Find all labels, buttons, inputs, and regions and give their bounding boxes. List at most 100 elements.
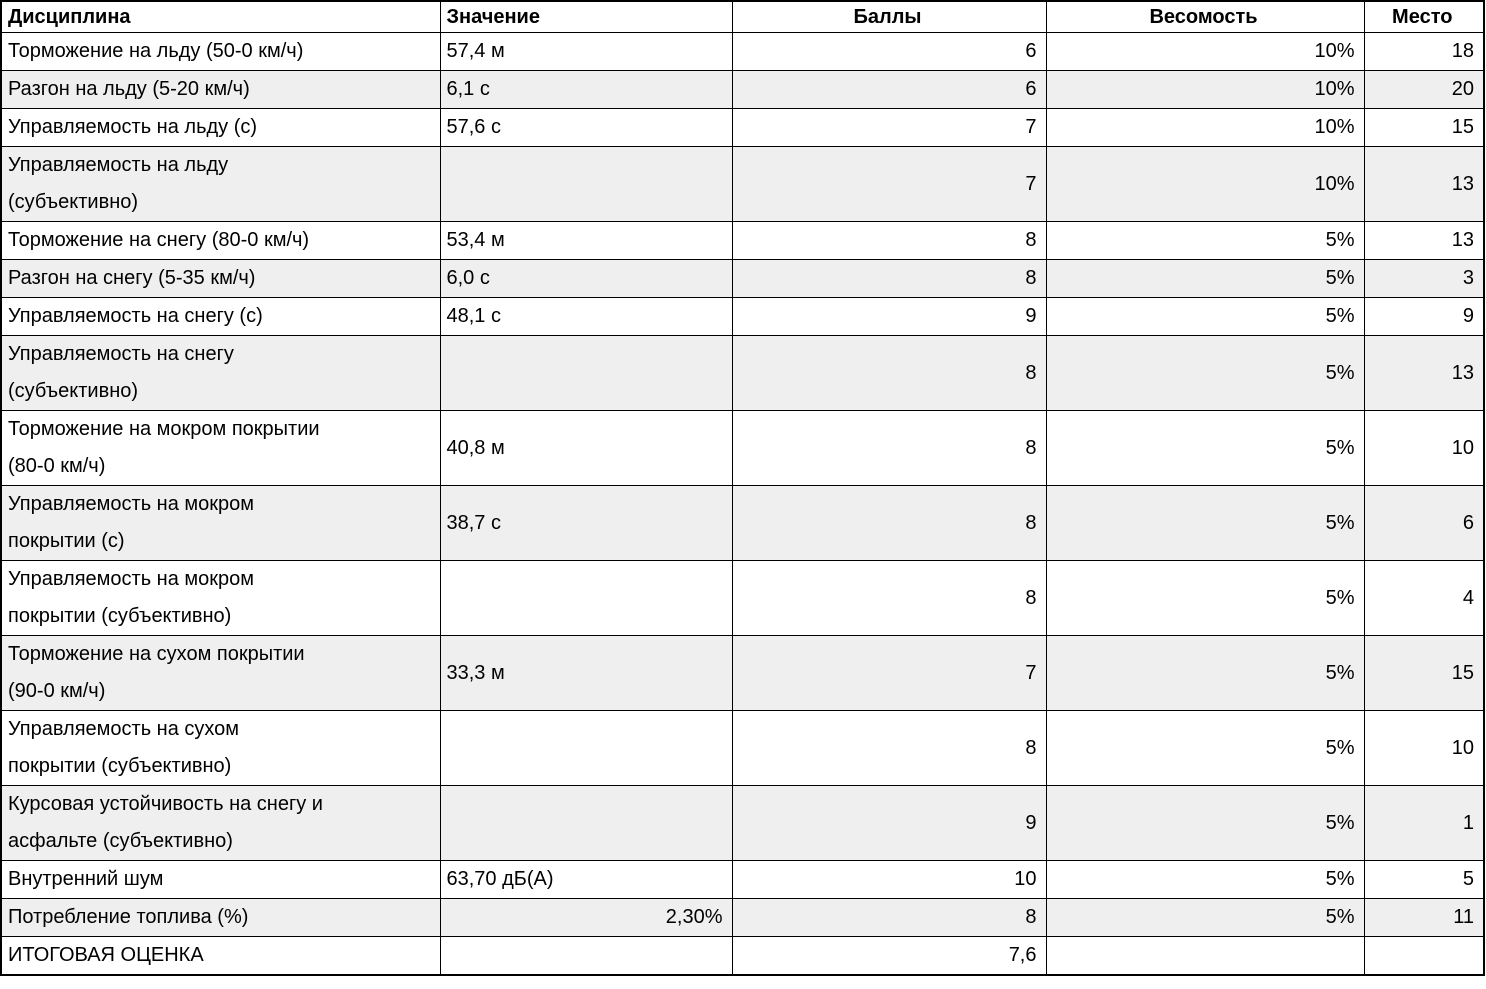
discipline-cell: Управляемость на мокром покрытии (с) <box>0 485 441 561</box>
discipline-cell: Торможение на льду (50-0 км/ч) <box>0 32 441 71</box>
table-row: Торможение на льду (50-0 км/ч) 57,4 м 6 10%… <box>0 32 1485 71</box>
weight-cell: 5% <box>1045 335 1365 411</box>
table-row: Управляемость на снегу (субъективно) 8 5% 1… <box>0 335 1485 411</box>
place-cell: 3 <box>1363 259 1485 298</box>
value-cell: 63,70 дБ(А) <box>439 860 733 899</box>
weight-cell: 5% <box>1045 259 1365 298</box>
discipline-cell: Потребление топлива (%) <box>0 898 441 937</box>
place-cell: 1 <box>1363 785 1485 861</box>
discipline-cell: Разгон на снегу (5-35 км/ч) <box>0 259 441 298</box>
place-cell: 13 <box>1363 146 1485 222</box>
discipline-cell: Управляемость на льду (с) <box>0 108 441 147</box>
discipline-cell: ИТОГОВАЯ ОЦЕНКА <box>0 936 441 976</box>
points-cell: 8 <box>731 485 1047 561</box>
value-cell: 40,8 м <box>439 410 733 486</box>
table-row: Управляемость на мокром покрытии (субъек… <box>0 560 1485 636</box>
weight-cell: 5% <box>1045 635 1365 711</box>
points-cell: 6 <box>731 32 1047 71</box>
weight-cell: 5% <box>1045 898 1365 937</box>
value-cell <box>439 335 733 411</box>
value-cell <box>439 936 733 976</box>
value-cell: 6,1 с <box>439 70 733 109</box>
points-cell: 9 <box>731 297 1047 336</box>
table-row: Курсовая устойчивость на снегу и асфальт… <box>0 785 1485 861</box>
points-cell: 9 <box>731 785 1047 861</box>
weight-cell <box>1045 936 1365 976</box>
discipline-cell: Торможение на сухом покрытии (90-0 км/ч) <box>0 635 441 711</box>
discipline-cell: Торможение на снегу (80-0 км/ч) <box>0 221 441 260</box>
place-cell: 18 <box>1363 32 1485 71</box>
weight-cell: 5% <box>1045 785 1365 861</box>
weight-cell: 5% <box>1045 710 1365 786</box>
value-cell: 33,3 м <box>439 635 733 711</box>
discipline-cell: Разгон на льду (5-20 км/ч) <box>0 70 441 109</box>
col-header-discipline: Дисциплина <box>0 0 441 33</box>
place-cell: 13 <box>1363 221 1485 260</box>
place-cell: 15 <box>1363 635 1485 711</box>
place-cell: 10 <box>1363 710 1485 786</box>
value-cell <box>439 785 733 861</box>
col-header-points: Баллы <box>731 0 1047 33</box>
discipline-cell: Управляемость на льду (субъективно) <box>0 146 441 222</box>
value-cell: 38,7 с <box>439 485 733 561</box>
value-cell: 6,0 с <box>439 259 733 298</box>
weight-cell: 5% <box>1045 297 1365 336</box>
discipline-cell: Курсовая устойчивость на снегу и асфальт… <box>0 785 441 861</box>
col-header-weight: Весомость <box>1045 0 1365 33</box>
value-cell: 2,30% <box>439 898 733 937</box>
place-cell: 10 <box>1363 410 1485 486</box>
weight-cell: 10% <box>1045 146 1365 222</box>
table-row: Управляемость на сухом покрытии (субъект… <box>0 710 1485 786</box>
points-cell: 6 <box>731 70 1047 109</box>
place-cell: 4 <box>1363 560 1485 636</box>
table-row: Разгон на снегу (5-35 км/ч) 6,0 с 8 5% 3 <box>0 259 1485 298</box>
table-header: Дисциплина Значение Баллы Весомость Мест… <box>0 0 1485 33</box>
points-cell: 8 <box>731 560 1047 636</box>
place-cell: 20 <box>1363 70 1485 109</box>
points-cell: 8 <box>731 898 1047 937</box>
place-cell: 9 <box>1363 297 1485 336</box>
table-body: Торможение на льду (50-0 км/ч) 57,4 м 6 10%… <box>0 32 1485 976</box>
discipline-cell: Торможение на мокром покрытии (80-0 км/ч… <box>0 410 441 486</box>
value-cell <box>439 146 733 222</box>
points-cell: 10 <box>731 860 1047 899</box>
points-cell: 8 <box>731 335 1047 411</box>
discipline-cell: Управляемость на снегу (субъективно) <box>0 335 441 411</box>
weight-cell: 10% <box>1045 108 1365 147</box>
points-cell: 7,6 <box>731 936 1047 976</box>
place-cell <box>1363 936 1485 976</box>
value-cell: 57,6 с <box>439 108 733 147</box>
value-cell: 48,1 с <box>439 297 733 336</box>
place-cell: 5 <box>1363 860 1485 899</box>
points-cell: 8 <box>731 410 1047 486</box>
table-row: Разгон на льду (5-20 км/ч) 6,1 с 6 10% 20 <box>0 70 1485 109</box>
weight-cell: 5% <box>1045 485 1365 561</box>
place-cell: 11 <box>1363 898 1485 937</box>
table-row: Внутренний шум 63,70 дБ(А) 10 5% 5 <box>0 860 1485 899</box>
table-row: Торможение на мокром покрытии (80-0 км/ч… <box>0 410 1485 486</box>
points-cell: 8 <box>731 259 1047 298</box>
discipline-cell: Управляемость на сухом покрытии (субъект… <box>0 710 441 786</box>
points-cell: 8 <box>731 221 1047 260</box>
table-row: Торможение на сухом покрытии (90-0 км/ч)… <box>0 635 1485 711</box>
discipline-cell: Управляемость на мокром покрытии (субъек… <box>0 560 441 636</box>
table-row: Управляемость на мокром покрытии (с) 38,7… <box>0 485 1485 561</box>
points-cell: 7 <box>731 146 1047 222</box>
table-row: ИТОГОВАЯ ОЦЕНКА 7,6 <box>0 936 1485 976</box>
weight-cell: 10% <box>1045 70 1365 109</box>
weight-cell: 10% <box>1045 32 1365 71</box>
table-row: Управляемость на льду (с) 57,6 с 7 10% 15 <box>0 108 1485 147</box>
points-cell: 7 <box>731 635 1047 711</box>
col-header-value: Значение <box>439 0 733 33</box>
table-row: Торможение на снегу (80-0 км/ч) 53,4 м 8 5%… <box>0 221 1485 260</box>
weight-cell: 5% <box>1045 860 1365 899</box>
place-cell: 15 <box>1363 108 1485 147</box>
header-row: Дисциплина Значение Баллы Весомость Мест… <box>0 0 1485 33</box>
table-row: Управляемость на льду (субъективно) 7 10% 1… <box>0 146 1485 222</box>
place-cell: 13 <box>1363 335 1485 411</box>
weight-cell: 5% <box>1045 221 1365 260</box>
table-row: Управляемость на снегу (с) 48,1 с 9 5% 9 <box>0 297 1485 336</box>
value-cell: 57,4 м <box>439 32 733 71</box>
value-cell: 53,4 м <box>439 221 733 260</box>
